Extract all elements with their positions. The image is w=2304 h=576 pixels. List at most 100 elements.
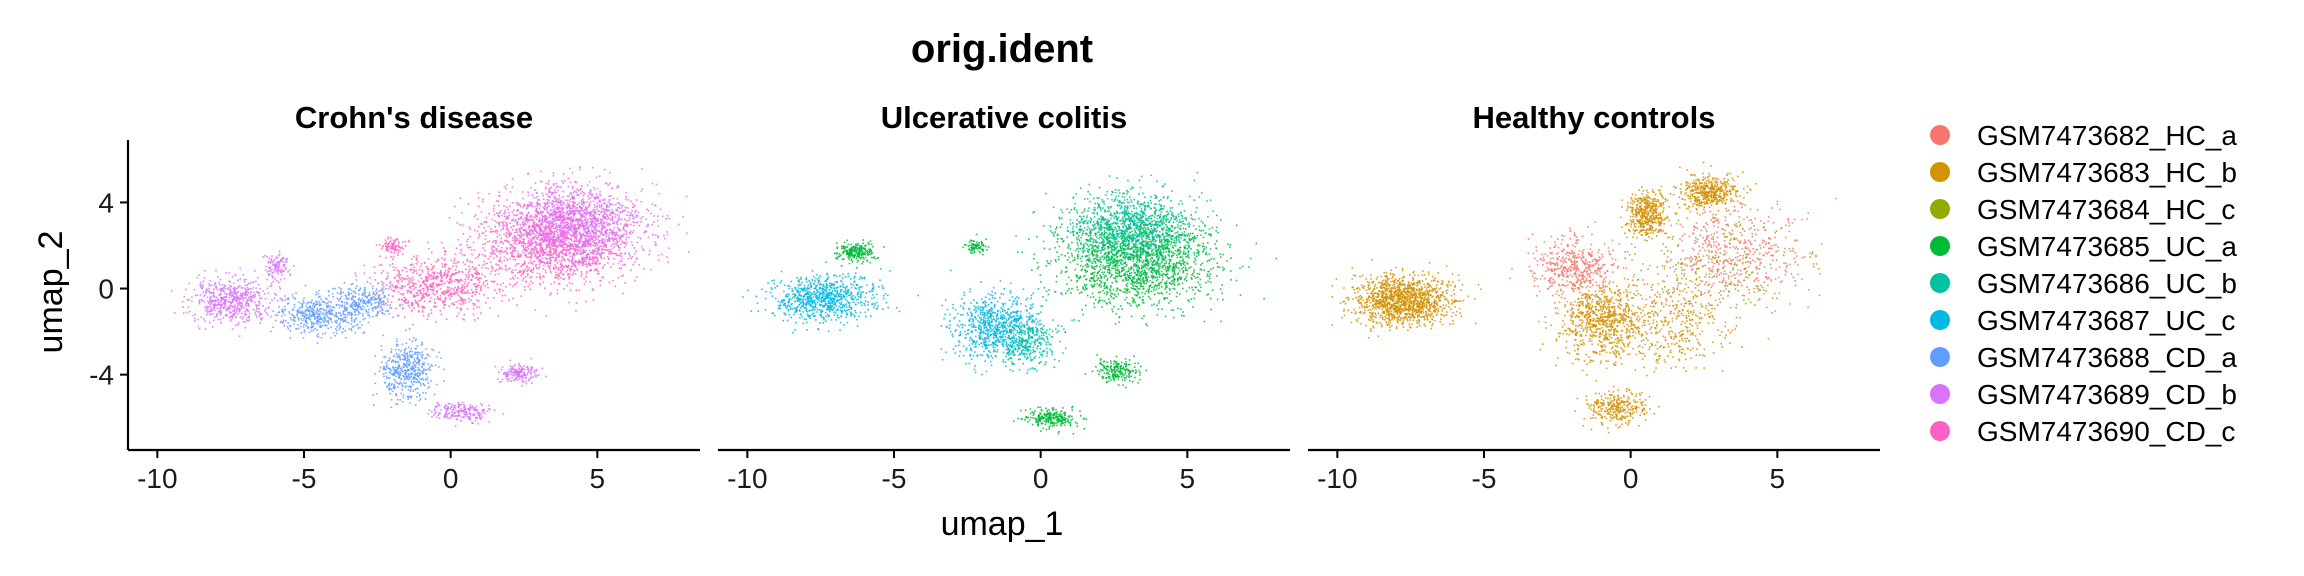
data-point [251, 300, 254, 303]
data-point [229, 307, 231, 310]
data-point [247, 304, 249, 307]
data-point [571, 205, 573, 207]
data-point [231, 315, 233, 317]
data-point [373, 404, 375, 406]
data-point [598, 252, 601, 254]
data-point [568, 252, 570, 255]
data-point [453, 292, 456, 295]
data-point [511, 251, 514, 254]
data-point [568, 210, 570, 212]
data-point [511, 272, 514, 274]
data-point [570, 229, 572, 231]
data-point [600, 227, 603, 230]
data-point [503, 220, 505, 223]
data-point [517, 253, 520, 255]
data-point [542, 254, 544, 256]
data-point [585, 220, 588, 223]
data-point [640, 201, 643, 203]
data-point [525, 248, 528, 250]
data-point [229, 312, 231, 314]
data-point [520, 265, 522, 268]
data-point [626, 214, 628, 216]
data-point [417, 306, 420, 308]
data-point [611, 187, 613, 190]
data-point [506, 248, 508, 250]
data-point [515, 243, 518, 246]
data-point [219, 284, 221, 286]
data-point [314, 313, 316, 316]
data-point [476, 284, 479, 286]
data-point [220, 287, 223, 290]
data-point [498, 221, 501, 224]
data-point [597, 196, 600, 198]
data-point [562, 190, 564, 193]
data-point [519, 204, 521, 206]
data-point [468, 292, 470, 295]
data-point [549, 262, 552, 264]
data-point [386, 304, 389, 306]
data-point [500, 237, 502, 240]
data-point [409, 286, 411, 288]
data-point [566, 224, 569, 226]
data-point [546, 244, 548, 247]
data-point [293, 316, 295, 319]
data-point [298, 311, 300, 314]
data-point [524, 289, 526, 291]
data-point [468, 301, 471, 303]
data-point [601, 222, 603, 225]
data-point [447, 288, 449, 291]
data-point [353, 319, 356, 321]
data-point [309, 306, 311, 308]
data-point [511, 211, 513, 213]
data-point [626, 225, 628, 228]
data-point [321, 300, 323, 303]
data-point [406, 302, 408, 304]
data-point [588, 241, 590, 244]
data-point [567, 185, 570, 188]
data-point [503, 250, 506, 253]
data-point [432, 276, 435, 279]
data-point [305, 303, 308, 305]
data-point [501, 294, 504, 297]
data-point [378, 370, 381, 372]
data-point [624, 224, 627, 227]
data-point [556, 238, 558, 241]
data-point [521, 279, 524, 281]
data-point [300, 302, 302, 305]
data-point [398, 356, 401, 358]
data-point [606, 239, 608, 241]
data-point [555, 203, 558, 206]
data-point [222, 317, 225, 319]
data-point [392, 289, 394, 292]
data-point [558, 194, 560, 197]
data-point [546, 202, 548, 204]
data-point [650, 268, 652, 271]
data-point [535, 230, 538, 233]
data-point [317, 319, 319, 321]
data-point [291, 308, 294, 311]
data-point [401, 280, 403, 283]
data-point [213, 288, 215, 290]
data-point [505, 206, 508, 208]
data-point [509, 283, 511, 286]
data-point [408, 280, 410, 282]
data-point [522, 272, 525, 274]
data-point [551, 242, 554, 244]
data-point [500, 229, 502, 232]
data-point [558, 224, 561, 227]
data-point [555, 274, 557, 277]
data-point [259, 313, 262, 315]
data-point [461, 212, 463, 214]
data-point [316, 319, 318, 322]
data-point [422, 368, 425, 370]
data-point [585, 207, 587, 209]
data-point [498, 223, 500, 225]
data-point [421, 281, 424, 283]
data-point [357, 327, 359, 329]
data-point [553, 233, 555, 236]
data-point [476, 218, 479, 220]
data-point [313, 309, 315, 312]
data-point [503, 233, 505, 236]
data-point [422, 292, 425, 295]
data-point [436, 285, 438, 288]
